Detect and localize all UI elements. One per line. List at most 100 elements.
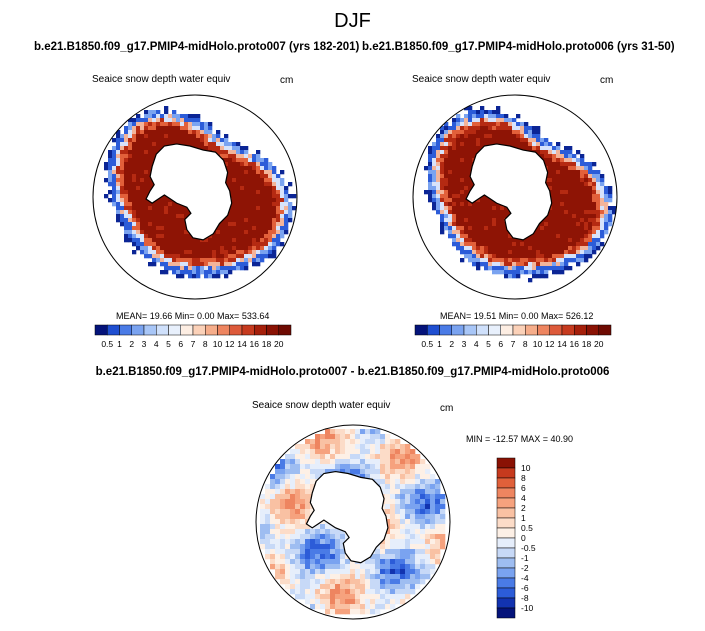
colorbar-label: 4 xyxy=(474,339,479,349)
colorbar-label: 18 xyxy=(582,339,592,349)
colorbar-label: 10 xyxy=(533,339,543,349)
colorbar-swatch xyxy=(427,324,440,336)
colorbar-label: -1 xyxy=(521,553,529,563)
colorbar-swatch xyxy=(414,324,428,336)
colorbar-label: 4 xyxy=(154,339,159,349)
colorbar-label: 3 xyxy=(462,339,467,349)
panel-right-map xyxy=(412,94,618,300)
panel-right-variable: Seaice snow depth water equiv xyxy=(412,74,551,85)
colorbar-label: -0.5 xyxy=(521,543,536,553)
panel-left-stats: MEAN= 19.66 Min= 0.00 Max= 533.64 xyxy=(116,311,270,321)
colorbar-label: 8 xyxy=(521,473,526,483)
colorbar-swatch xyxy=(512,324,526,336)
colorbar-swatch xyxy=(143,324,157,336)
colorbar-swatch xyxy=(241,324,255,336)
colorbar-label: 6 xyxy=(521,483,526,493)
colorbar-label: 14 xyxy=(237,339,247,349)
colorbar-swatch xyxy=(278,324,292,336)
colorbar-swatch xyxy=(496,457,516,469)
diff-map xyxy=(255,424,451,620)
colorbar-label: 10 xyxy=(521,463,531,473)
colorbar-swatch xyxy=(107,324,120,336)
season-title: DJF xyxy=(334,10,371,32)
colorbar-label: 8 xyxy=(523,339,528,349)
antarctica-coastline xyxy=(305,470,389,564)
colorbar-swatch xyxy=(496,517,516,529)
colorbar-swatch xyxy=(488,324,501,336)
panel-left-variable: Seaice snow depth water equiv xyxy=(92,74,231,85)
colorbar-label: 0.5 xyxy=(101,339,113,349)
colorbar-swatch xyxy=(598,324,612,336)
colorbar-swatch xyxy=(496,607,516,619)
colorbar-label: 1 xyxy=(117,339,122,349)
colorbar-swatch xyxy=(561,324,575,336)
colorbar-swatch xyxy=(496,537,516,549)
colorbar-label: 2 xyxy=(129,339,134,349)
panel-left-case-title: b.e21.B1850.f09_g17.PMIP4-midHolo.proto0… xyxy=(34,41,360,53)
colorbar-label: 14 xyxy=(557,339,567,349)
colorbar-label: 5 xyxy=(486,339,491,349)
colorbar-swatch xyxy=(496,467,516,479)
panel-left-units: cm xyxy=(280,75,294,86)
colorbar-label: 5 xyxy=(166,339,171,349)
colorbar-label: 0.5 xyxy=(421,339,433,349)
diff-stats: MIN = -12.57 MAX = 40.90 xyxy=(466,434,574,444)
diff-units: cm xyxy=(440,403,454,414)
colorbar-swatch xyxy=(500,324,514,336)
colorbar-swatch xyxy=(496,547,516,559)
colorbar-swatch xyxy=(537,324,550,336)
colorbar-swatch xyxy=(180,324,194,336)
colorbar-label: -8 xyxy=(521,593,529,603)
colorbar-swatch xyxy=(168,324,181,336)
diff-variable: Seaice snow depth water equiv xyxy=(252,400,391,411)
colorbar-swatch xyxy=(463,324,477,336)
colorbar-label: 10 xyxy=(213,339,223,349)
antarctica-coastline xyxy=(465,143,553,241)
colorbar-label: 2 xyxy=(521,503,526,513)
panel-right-units: cm xyxy=(600,75,614,86)
colorbar-label: 0.5 xyxy=(521,523,533,533)
colorbar-label: 12 xyxy=(225,339,235,349)
colorbar-swatch xyxy=(496,527,516,539)
colorbar-swatch xyxy=(217,324,230,336)
colorbar-label: -2 xyxy=(521,563,529,573)
colorbar-swatch xyxy=(549,324,563,336)
antarctica-coastline xyxy=(145,143,233,241)
panel-left-colorbar: 0.5 1 2 3 4 5 6 7 8 10 12 14 16 18 20 xyxy=(94,324,292,349)
colorbar-label: -6 xyxy=(521,583,529,593)
colorbar-label: 2 xyxy=(449,339,454,349)
colorbar-swatch xyxy=(192,324,206,336)
colorbar-label: 18 xyxy=(262,339,272,349)
colorbar-swatch xyxy=(525,324,538,336)
colorbar-swatch xyxy=(496,577,516,589)
colorbar-swatch xyxy=(496,557,516,569)
colorbar-swatch xyxy=(496,487,516,499)
colorbar-swatch xyxy=(156,324,169,336)
colorbar-label: 20 xyxy=(594,339,604,349)
colorbar-swatch xyxy=(451,324,465,336)
colorbar-label: 4 xyxy=(521,493,526,503)
colorbar-label: 1 xyxy=(521,513,526,523)
colorbar-swatch xyxy=(496,497,516,509)
colorbar-swatch xyxy=(476,324,489,336)
colorbar-label: 16 xyxy=(570,339,580,349)
colorbar-label: 7 xyxy=(191,339,196,349)
colorbar-label: 1 xyxy=(437,339,442,349)
colorbar-label: 6 xyxy=(498,339,503,349)
colorbar-swatch xyxy=(496,587,516,599)
panel-right-stats: MEAN= 19.51 Min= 0.00 Max= 526.12 xyxy=(440,311,594,321)
colorbar-label: 16 xyxy=(250,339,260,349)
colorbar-label: 6 xyxy=(178,339,183,349)
colorbar-label: 8 xyxy=(203,339,208,349)
colorbar-swatch xyxy=(266,324,279,336)
colorbar-swatch xyxy=(131,324,145,336)
colorbar-label: 12 xyxy=(545,339,555,349)
colorbar-label: 7 xyxy=(511,339,516,349)
colorbar-label: 20 xyxy=(274,339,284,349)
colorbar-swatch xyxy=(439,324,452,336)
colorbar-swatch xyxy=(574,324,587,336)
colorbar-swatch xyxy=(205,324,218,336)
colorbar-swatch xyxy=(229,324,243,336)
colorbar-label: -4 xyxy=(521,573,529,583)
